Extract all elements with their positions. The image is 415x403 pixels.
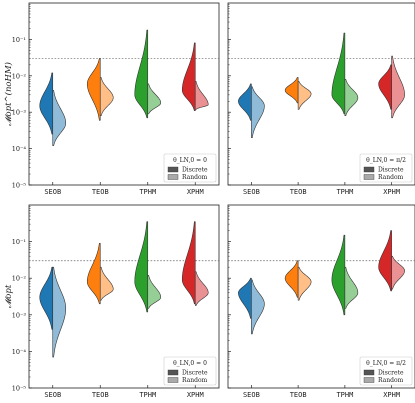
y-tick-label: 10⁻⁵: [12, 385, 27, 393]
violin-teob-discrete: [284, 77, 299, 104]
legend-entry: Random: [378, 377, 404, 384]
axes-frame: [28, 2, 220, 186]
violin-seob-discrete: [238, 83, 252, 121]
violin-teob-discrete: [284, 260, 299, 298]
violin-tphm-discrete: [134, 221, 149, 313]
violin-tphm-random: [147, 83, 162, 115]
x-tick-label: SEOB: [243, 188, 260, 196]
legend-swatch: [167, 166, 179, 173]
legend-swatch: [167, 174, 179, 180]
violin-xphm-random: [194, 271, 209, 306]
violin-teob-random: [99, 77, 114, 117]
violin-seob-random: [52, 266, 67, 358]
legend-entry: Discrete: [182, 370, 208, 377]
legend-title: θ_LN,0 = π/2: [366, 157, 406, 164]
axes-frame: [28, 204, 220, 389]
y-tick-label: 10⁻³: [12, 109, 27, 117]
legend-entry: Discrete: [378, 370, 404, 377]
panel-bottom-left: 10⁻¹ 10⁻² 10⁻³ 10⁻⁴ 10⁻⁵ 𝓜opt SEOB TEOB TPHM XPHM…: [4, 204, 220, 399]
panel-top-right: SEOB TEOB TPHM XPHM θ_LN,0 = π/2 DiscreteRand…: [227, 2, 415, 196]
y-tick-label: 10⁻⁴: [12, 145, 27, 153]
violin-seob-discrete: [39, 72, 54, 135]
x-tick-label: TEOB: [290, 391, 307, 399]
violin-seob-random: [251, 86, 265, 138]
legend-swatch: [363, 369, 375, 376]
x-tick-label: TPHM: [139, 188, 156, 196]
violin-xphm-random: [194, 81, 209, 110]
legend-title: θ_LN,0 = 0: [173, 360, 207, 367]
violin-tphm-random: [147, 275, 162, 309]
y-tick-label: 10⁻⁴: [12, 348, 27, 356]
violin-tphm-discrete: [331, 234, 346, 316]
x-tick-label: SEOB: [44, 188, 61, 196]
violin-xphm-random: [391, 55, 405, 119]
legend-entry: Discrete: [182, 167, 208, 174]
violin-xphm-random: [391, 255, 405, 290]
legend-swatch: [363, 377, 375, 383]
panel-bottom-right: SEOB TEOB TPHM XPHM θ_LN,0 = π/2 DiscreteRand…: [227, 204, 415, 399]
violin-teob-random: [297, 81, 312, 110]
panel-top-left: 10⁻¹ 10⁻² 10⁻³ 10⁻⁴ 10⁻⁵ 𝓜opt^(noHM) SEOB TEOB T…: [3, 2, 220, 196]
legend-title: θ_LN,0 = π/2: [366, 360, 406, 367]
violin-seob-random: [52, 89, 67, 147]
legend-swatch: [363, 174, 375, 180]
violin-xphm-discrete: [181, 42, 196, 111]
violin-seob-discrete: [39, 266, 54, 330]
x-tick-label: TPHM: [336, 188, 353, 196]
x-tick-label: TPHM: [139, 391, 156, 399]
violin-tphm-discrete: [331, 32, 346, 115]
y-tick-label: 10⁻¹: [12, 238, 27, 246]
violin-tphm-discrete: [134, 29, 149, 119]
x-tick-label: SEOB: [44, 391, 61, 399]
x-tick-label: TEOB: [92, 391, 109, 399]
violin-teob-random: [297, 266, 312, 301]
violin-xphm-discrete: [181, 221, 196, 305]
y-tick-label: 10⁻³: [12, 311, 27, 319]
y-axis-label: 𝓜opt^(noHM): [3, 62, 14, 126]
axes-frame: [227, 2, 415, 186]
y-tick-label: 10⁻²: [12, 275, 27, 283]
violin-teob-discrete: [86, 58, 101, 121]
axes-frame: [227, 204, 415, 389]
violin-teob-discrete: [86, 242, 101, 305]
legend-swatch: [167, 377, 179, 383]
x-tick-label: XPHM: [187, 188, 204, 196]
violin-tphm-random: [344, 79, 359, 117]
legend-swatch: [363, 166, 375, 173]
x-tick-label: XPHM: [383, 391, 400, 399]
violin-tphm-random: [344, 266, 359, 309]
x-tick-label: TPHM: [336, 391, 353, 399]
legend-title: θ_LN,0 = 0: [173, 157, 207, 164]
legend-entry: Random: [182, 377, 208, 384]
x-tick-label: SEOB: [243, 391, 260, 399]
x-tick-label: XPHM: [187, 391, 204, 399]
x-tick-label: TEOB: [92, 188, 109, 196]
legend-entry: Random: [182, 174, 208, 181]
y-tick-label: 10⁻¹: [12, 36, 27, 44]
y-tick-label: 10⁻²: [12, 72, 27, 80]
violin-xphm-discrete: [378, 64, 392, 110]
violin-seob-discrete: [238, 277, 252, 319]
x-tick-label: TEOB: [290, 188, 307, 196]
y-tick-label: 10⁻⁵: [12, 182, 27, 190]
y-axis-label: 𝓜opt: [4, 284, 14, 308]
violin-teob-random: [99, 266, 114, 301]
x-tick-label: XPHM: [383, 188, 400, 196]
legend-swatch: [167, 369, 179, 376]
legend-entry: Random: [378, 174, 404, 181]
violin-xphm-discrete: [378, 230, 392, 292]
legend-entry: Discrete: [378, 167, 404, 174]
violin-seob-random: [251, 279, 265, 335]
